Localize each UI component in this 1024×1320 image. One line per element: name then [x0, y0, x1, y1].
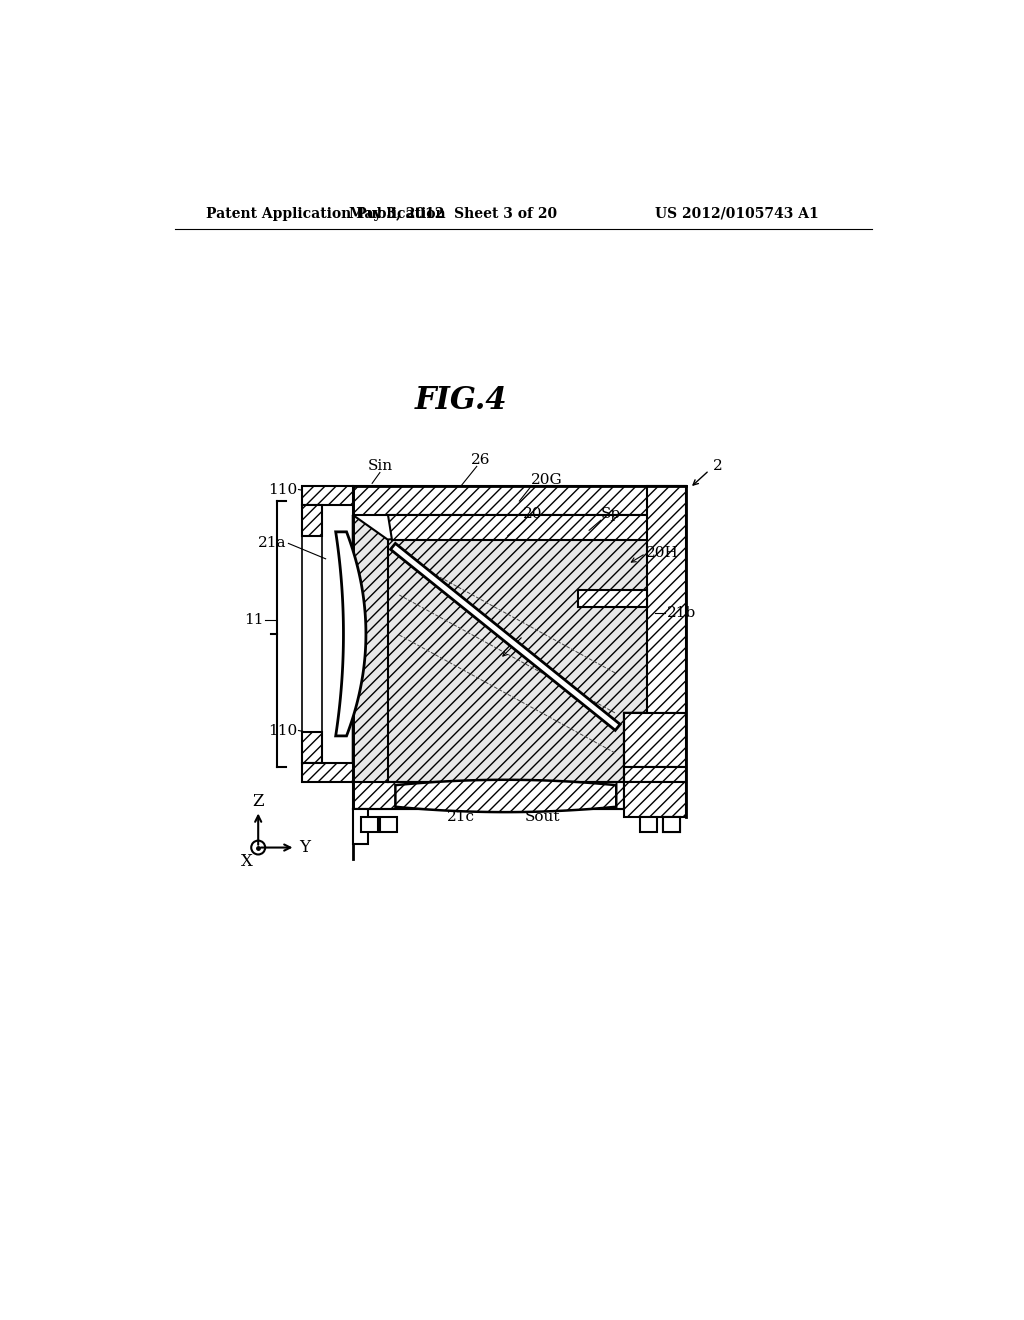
Text: Patent Application Publication: Patent Application Publication [206, 207, 445, 220]
Polygon shape [336, 532, 366, 737]
Polygon shape [388, 515, 686, 540]
Text: May 3, 2012  Sheet 3 of 20: May 3, 2012 Sheet 3 of 20 [349, 207, 557, 220]
Polygon shape [302, 506, 322, 536]
Polygon shape [624, 781, 686, 817]
Text: X: X [241, 853, 253, 870]
Polygon shape [352, 486, 686, 515]
Polygon shape [395, 780, 616, 812]
Polygon shape [302, 733, 322, 763]
Text: 20G: 20G [531, 474, 563, 487]
Polygon shape [390, 544, 621, 730]
Text: 110: 110 [267, 483, 297, 496]
Polygon shape [663, 817, 680, 832]
Text: Z: Z [253, 793, 264, 810]
Polygon shape [624, 713, 686, 767]
Polygon shape [624, 767, 686, 781]
Text: FIG.4: FIG.4 [415, 385, 508, 416]
Text: 21b: 21b [667, 606, 696, 619]
Polygon shape [360, 817, 378, 832]
Polygon shape [352, 781, 624, 809]
Polygon shape [352, 809, 369, 843]
Text: Y: Y [299, 840, 310, 857]
Text: Sp: Sp [601, 507, 621, 521]
Text: 21c: 21c [447, 809, 475, 824]
Text: 20: 20 [523, 507, 543, 521]
Text: 20H: 20H [646, 546, 679, 561]
Polygon shape [302, 763, 352, 781]
Text: 21a: 21a [258, 536, 287, 550]
Polygon shape [578, 590, 647, 607]
Text: 110: 110 [267, 723, 297, 738]
Text: Sout: Sout [525, 809, 560, 824]
Text: Sin: Sin [368, 459, 392, 474]
Polygon shape [663, 817, 680, 832]
Polygon shape [302, 486, 352, 506]
Text: 26: 26 [471, 453, 490, 467]
Text: 2: 2 [713, 459, 723, 474]
Text: US 2012/0105743 A1: US 2012/0105743 A1 [655, 207, 819, 220]
Polygon shape [640, 817, 656, 832]
Polygon shape [380, 817, 397, 832]
Text: 11: 11 [244, 614, 263, 627]
Polygon shape [647, 486, 686, 713]
Polygon shape [352, 515, 647, 781]
